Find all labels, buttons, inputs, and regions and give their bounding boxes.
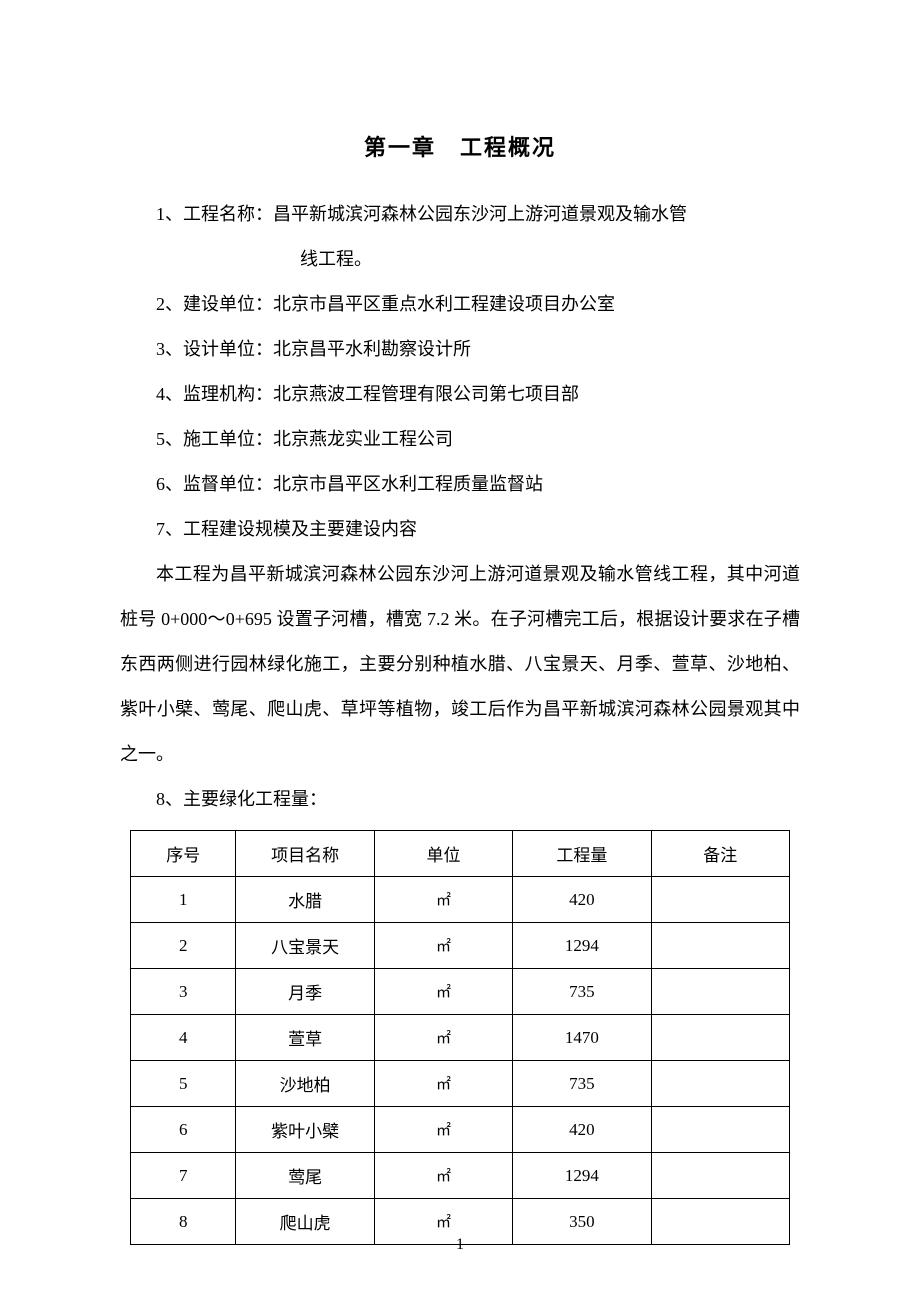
cell-qty: 735 — [513, 969, 651, 1015]
cell-seq: 3 — [131, 969, 236, 1015]
page-number: 1 — [0, 1236, 920, 1254]
item-label: 工程建设规模及主要建设内容 — [183, 519, 417, 539]
cell-unit: ㎡ — [374, 1107, 512, 1153]
table-row: 5 沙地柏 ㎡ 735 — [131, 1061, 790, 1107]
item-value: 北京燕龙实业工程公司 — [273, 429, 453, 449]
table-row: 6 紫叶小檗 ㎡ 420 — [131, 1107, 790, 1153]
item-6: 6、监督单位：北京市昌平区水利工程质量监督站 — [120, 462, 800, 507]
col-header-name: 项目名称 — [236, 831, 374, 877]
cell-name: 八宝景天 — [236, 923, 374, 969]
cell-remark — [651, 1107, 789, 1153]
cell-qty: 420 — [513, 877, 651, 923]
cell-name: 紫叶小檗 — [236, 1107, 374, 1153]
item-value: 北京市昌平区重点水利工程建设项目办公室 — [273, 294, 615, 314]
cell-unit: ㎡ — [374, 969, 512, 1015]
item-2: 2、建设单位：北京市昌平区重点水利工程建设项目办公室 — [120, 282, 800, 327]
cell-name: 萱草 — [236, 1015, 374, 1061]
quantity-table: 序号 项目名称 单位 工程量 备注 1 水腊 ㎡ 420 2 八宝景天 ㎡ 12… — [130, 830, 790, 1245]
cell-seq: 7 — [131, 1153, 236, 1199]
item-num: 1、 — [156, 204, 183, 224]
item-3: 3、设计单位：北京昌平水利勘察设计所 — [120, 327, 800, 372]
col-header-seq: 序号 — [131, 831, 236, 877]
item-label: 监督单位： — [183, 474, 273, 494]
item-5: 5、施工单位：北京燕龙实业工程公司 — [120, 417, 800, 462]
cell-unit: ㎡ — [374, 923, 512, 969]
item-label: 设计单位： — [183, 339, 273, 359]
cell-seq: 4 — [131, 1015, 236, 1061]
cell-remark — [651, 969, 789, 1015]
table-row: 2 八宝景天 ㎡ 1294 — [131, 923, 790, 969]
info-list: 1、工程名称：昌平新城滨河森林公园东沙河上游河道景观及输水管 线工程。 2、建设… — [120, 192, 800, 552]
table-row: 3 月季 ㎡ 735 — [131, 969, 790, 1015]
cell-seq: 5 — [131, 1061, 236, 1107]
table-row: 4 萱草 ㎡ 1470 — [131, 1015, 790, 1061]
table-row: 7 莺尾 ㎡ 1294 — [131, 1153, 790, 1199]
cell-seq: 1 — [131, 877, 236, 923]
item-label: 施工单位： — [183, 429, 273, 449]
cell-remark — [651, 1153, 789, 1199]
cell-unit: ㎡ — [374, 1061, 512, 1107]
cell-qty: 735 — [513, 1061, 651, 1107]
item-value: 北京燕波工程管理有限公司第七项目部 — [273, 384, 579, 404]
cell-qty: 1294 — [513, 1153, 651, 1199]
item-7: 7、工程建设规模及主要建设内容 — [120, 507, 800, 552]
quantity-table-wrapper: 序号 项目名称 单位 工程量 备注 1 水腊 ㎡ 420 2 八宝景天 ㎡ 12… — [120, 830, 800, 1245]
item-num: 6、 — [156, 474, 183, 494]
cell-qty: 420 — [513, 1107, 651, 1153]
main-paragraph: 本工程为昌平新城滨河森林公园东沙河上游河道景观及输水管线工程，其中河道桩号 0+… — [120, 552, 800, 777]
cell-qty: 1294 — [513, 923, 651, 969]
col-header-qty: 工程量 — [513, 831, 651, 877]
item-1-continuation: 线工程。 — [120, 237, 800, 282]
item-num: 7、 — [156, 519, 183, 539]
cell-name: 沙地柏 — [236, 1061, 374, 1107]
col-header-remark: 备注 — [651, 831, 789, 877]
table-row: 1 水腊 ㎡ 420 — [131, 877, 790, 923]
cell-seq: 6 — [131, 1107, 236, 1153]
item-label: 建设单位： — [183, 294, 273, 314]
item-num: 2、 — [156, 294, 183, 314]
cell-unit: ㎡ — [374, 877, 512, 923]
cell-unit: ㎡ — [374, 1153, 512, 1199]
table-body: 1 水腊 ㎡ 420 2 八宝景天 ㎡ 1294 3 月季 ㎡ 735 — [131, 877, 790, 1245]
item-value: 昌平新城滨河森林公园东沙河上游河道景观及输水管 — [273, 204, 687, 224]
item-value: 北京昌平水利勘察设计所 — [273, 339, 471, 359]
cell-remark — [651, 1015, 789, 1061]
cell-seq: 2 — [131, 923, 236, 969]
cell-remark — [651, 1061, 789, 1107]
chapter-title: 第一章 工程概况 — [120, 130, 800, 162]
col-header-unit: 单位 — [374, 831, 512, 877]
item-4: 4、监理机构：北京燕波工程管理有限公司第七项目部 — [120, 372, 800, 417]
cell-remark — [651, 923, 789, 969]
cell-name: 月季 — [236, 969, 374, 1015]
item-num: 4、 — [156, 384, 183, 404]
item-num: 5、 — [156, 429, 183, 449]
item-num: 3、 — [156, 339, 183, 359]
item-value: 北京市昌平区水利工程质量监督站 — [273, 474, 543, 494]
cell-remark — [651, 877, 789, 923]
item-1: 1、工程名称：昌平新城滨河森林公园东沙河上游河道景观及输水管 — [120, 192, 800, 237]
item-8: 8、主要绿化工程量： — [120, 777, 800, 822]
item-label: 工程名称： — [183, 204, 273, 224]
cell-name: 水腊 — [236, 877, 374, 923]
table-header-row: 序号 项目名称 单位 工程量 备注 — [131, 831, 790, 877]
item-label: 监理机构： — [183, 384, 273, 404]
cell-qty: 1470 — [513, 1015, 651, 1061]
cell-unit: ㎡ — [374, 1015, 512, 1061]
cell-name: 莺尾 — [236, 1153, 374, 1199]
